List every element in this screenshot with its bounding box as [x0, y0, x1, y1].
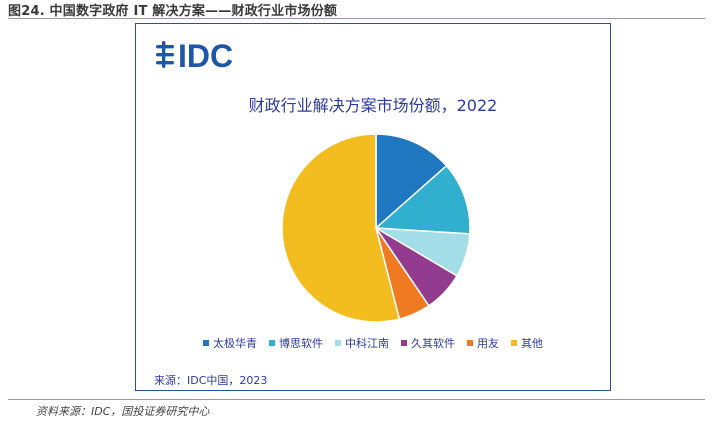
legend-swatch: [467, 340, 473, 346]
legend-label: 太极华青: [213, 337, 257, 350]
pie-slice-6: [281, 133, 401, 323]
legend-swatch: [335, 340, 341, 346]
legend-swatch: [511, 340, 517, 346]
idc-logo: IDC: [156, 38, 233, 73]
legend-item: 久其软件: [401, 335, 455, 351]
legend-label: 其他: [521, 337, 543, 350]
chart-title: 财政行业解决方案市场份额，2022: [248, 96, 498, 115]
title-divider: [8, 18, 705, 19]
legend-item: 博思软件: [269, 335, 323, 351]
legend-item: 用友: [467, 335, 499, 351]
legend-item: 其他: [511, 335, 543, 351]
idc-logo-mark-icon: [156, 41, 174, 68]
legend-label: 博思软件: [279, 337, 323, 350]
pie-chart: [281, 133, 471, 323]
chart-legend: 太极华青 博思软件 中科江南 久其软件 用友 其他: [136, 335, 610, 351]
legend-item: 太极华青: [203, 335, 257, 351]
chart-source: 来源：IDC中国，2023: [154, 374, 268, 387]
legend-swatch: [269, 340, 275, 346]
logo-text: IDC: [178, 38, 233, 73]
legend-item: 中科江南: [335, 335, 389, 351]
figure-title: 图24. 中国数字政府 IT 解决方案——财政行业市场份额: [8, 4, 338, 19]
footnote: 资料来源：IDC，国投证券研究中心: [36, 405, 210, 418]
legend-swatch: [401, 340, 407, 346]
pie-slice-2: [374, 164, 471, 235]
footnote-divider: [8, 399, 705, 400]
legend-label: 久其软件: [411, 337, 455, 350]
chart-frame: IDC 财政行业解决方案市场份额，2022 太极华青 博思软件 中科江南 久其软件 用友…: [135, 23, 611, 391]
legend-label: 中科江南: [345, 337, 389, 350]
legend-label: 用友: [477, 337, 499, 350]
legend-swatch: [203, 340, 209, 346]
pie-slice-1: [375, 133, 448, 230]
